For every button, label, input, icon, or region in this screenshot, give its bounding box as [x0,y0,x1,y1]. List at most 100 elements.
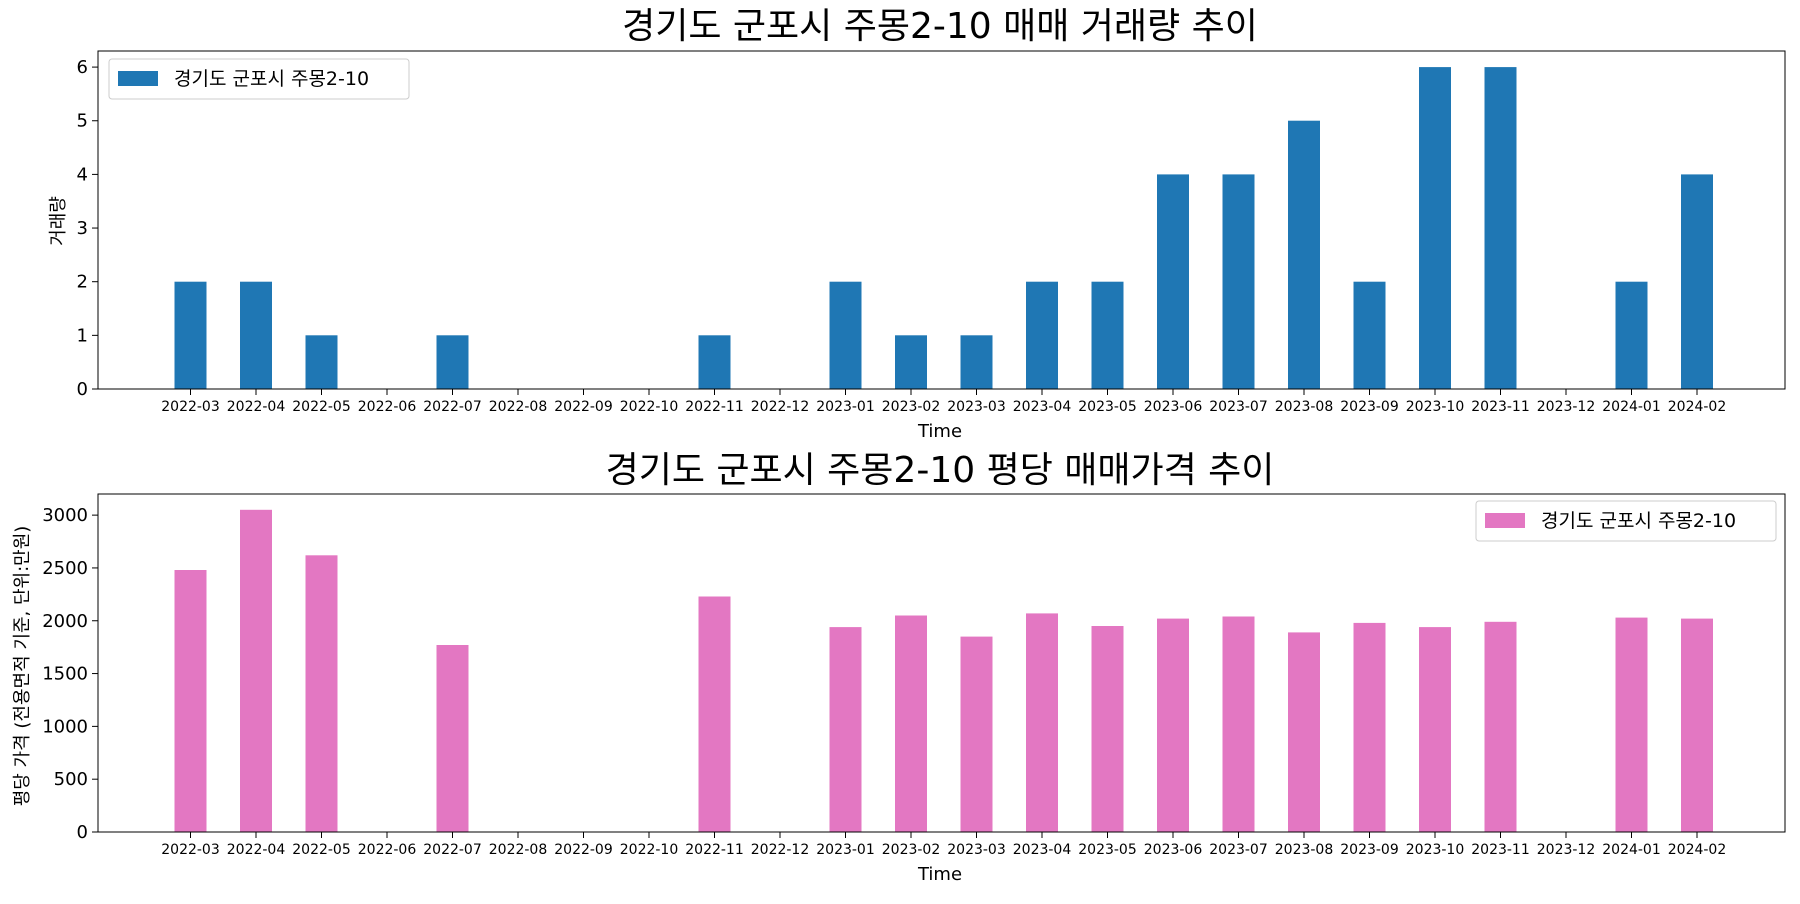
volume-legend: 경기도 군포시 주몽2-10 [108,58,410,100]
volume-bar-2023-03 [960,335,993,389]
price-legend-label: 경기도 군포시 주몽2-10 [1541,510,1736,532]
price-x-tick-label: 2022-11 [685,842,744,858]
volume-y-tick-label: 4 [77,164,88,185]
volume-y-axis-label: 거래량 [48,196,69,246]
price-x-axis-label: Time [917,864,962,885]
price-x-tick-label: 2023-04 [1013,842,1072,858]
volume-x-tick-label: 2022-04 [227,399,286,415]
volume-x-tick-label: 2022-10 [620,399,679,415]
price-x-tick-label: 2022-06 [358,842,417,858]
volume-x-tick-label: 2023-12 [1537,399,1596,415]
volume-y-tick-label: 1 [77,325,88,346]
price-x-tick-label: 2022-09 [554,842,613,858]
price-bar-2023-11 [1484,621,1517,832]
price-bar-2023-07 [1222,616,1255,832]
volume-legend-label: 경기도 군포시 주몽2-10 [174,68,369,90]
price-x-tick-label: 2023-01 [816,842,875,858]
volume-bar-2022-07 [436,335,469,389]
price-bar-2023-08 [1288,632,1320,832]
price-bar-2022-11 [698,596,731,832]
volume-bar-2023-05 [1091,281,1124,389]
volume-bar-2023-04 [1026,281,1058,389]
price-legend: 경기도 군포시 주몽2-10 [1475,500,1777,542]
price-y-tick-label: 500 [54,769,88,790]
price-x-tick-label: 2022-08 [489,842,548,858]
price-x-tick-label: 2023-09 [1340,842,1399,858]
volume-bar-2023-06 [1157,174,1189,389]
volume-y-tick-label: 3 [77,218,88,239]
price-x-tick-label: 2022-07 [423,842,482,858]
price-y-tick-label: 3000 [42,505,88,526]
price-x-tick-label: 2023-08 [1275,842,1334,858]
price-y-tick-label: 1000 [42,716,88,737]
price-y-tick-label: 2500 [42,558,88,579]
price-bar-2023-09 [1353,622,1386,832]
price-bar-2022-03 [174,570,207,832]
price-x-tick-label: 2023-02 [882,842,941,858]
volume-y-tick-label: 5 [77,111,88,132]
price-plot-area: 0 500 1000 1500 2000 2500 3000 2022-03 2022-04 20… [42,493,1786,858]
volume-bar-2023-08 [1288,120,1320,389]
volume-bar-2022-04 [240,281,272,389]
volume-x-tick-label: 2023-09 [1340,399,1399,415]
price-chart-panel: 경기도 군포시 주몽2-10 평당 매매가격 추이 Time 평당 가격 (전용… [12,450,1786,885]
volume-bar-2023-02 [895,335,927,389]
price-x-tick-label: 2022-03 [161,842,220,858]
volume-bar-2023-07 [1222,174,1255,389]
price-x-tick-label: 2023-10 [1406,842,1465,858]
price-bar-2023-01 [829,627,862,832]
price-x-tick-label: 2023-11 [1471,842,1530,858]
volume-legend-frame [108,58,410,100]
volume-x-axis-label: Time [917,421,962,442]
volume-x-tick-label: 2022-06 [358,399,417,415]
volume-x-tick-label: 2024-01 [1602,399,1661,415]
price-x-tick-label: 2022-05 [292,842,351,858]
price-y-tick-label: 2000 [42,611,88,632]
volume-x-tick-label: 2023-01 [816,399,875,415]
volume-x-tick-label: 2023-05 [1078,399,1137,415]
price-y-axis-label: 평당 가격 (전용면적 기준, 단위:만원) [12,526,33,807]
volume-x-tick-label: 2022-07 [423,399,482,415]
price-legend-swatch [1485,513,1525,528]
volume-x-tick-label: 2022-05 [292,399,351,415]
price-x-tick-label: 2023-05 [1078,842,1137,858]
price-x-tick-label: 2022-10 [620,842,679,858]
price-bar-2024-01 [1615,617,1648,832]
volume-bar-2023-11 [1484,67,1517,389]
volume-bar-2022-03 [174,281,207,389]
volume-y-tick-label: 0 [77,379,88,400]
volume-x-tick-label: 2023-10 [1406,399,1465,415]
volume-x-tick-label: 2022-03 [161,399,220,415]
price-x-tick-label: 2024-01 [1602,842,1661,858]
price-bar-2024-02 [1681,618,1713,832]
volume-x-tick-label: 2023-07 [1209,399,1268,415]
price-bar-2023-02 [895,615,927,832]
volume-x-tick-label: 2022-11 [685,399,744,415]
volume-bar-2023-01 [829,281,862,389]
price-bar-2022-05 [305,555,338,832]
volume-x-tick-label: 2022-08 [489,399,548,415]
price-bar-2022-07 [436,645,469,832]
volume-x-tick-label: 2022-09 [554,399,613,415]
price-x-tick-label: 2022-04 [227,842,286,858]
price-bar-2023-03 [960,636,993,832]
price-bar-2022-04 [240,509,272,832]
volume-x-tick-label: 2023-08 [1275,399,1334,415]
volume-x-tick-label: 2023-02 [882,399,941,415]
volume-plot-area: 0 1 2 3 4 5 6 2022-03 2022-04 2022-05 2022-06 2022-… [77,50,1786,415]
price-x-tick-label: 2023-03 [947,842,1006,858]
price-x-tick-label: 2023-07 [1209,842,1268,858]
volume-bar-2023-10 [1419,67,1451,389]
price-x-tick-label: 2023-12 [1537,842,1596,858]
volume-chart-title: 경기도 군포시 주몽2-10 매매 거래량 추이 [622,6,1258,47]
volume-y-tick-label: 6 [77,57,88,78]
volume-bar-2024-02 [1681,174,1713,389]
price-y-tick-label: 1500 [42,664,88,685]
volume-y-tick-label: 2 [77,272,88,293]
volume-x-tick-label: 2023-06 [1144,399,1203,415]
volume-x-tick-label: 2022-12 [751,399,810,415]
volume-x-tick-label: 2023-04 [1013,399,1072,415]
price-x-tick-label: 2023-06 [1144,842,1203,858]
volume-x-tick-label: 2023-11 [1471,399,1530,415]
